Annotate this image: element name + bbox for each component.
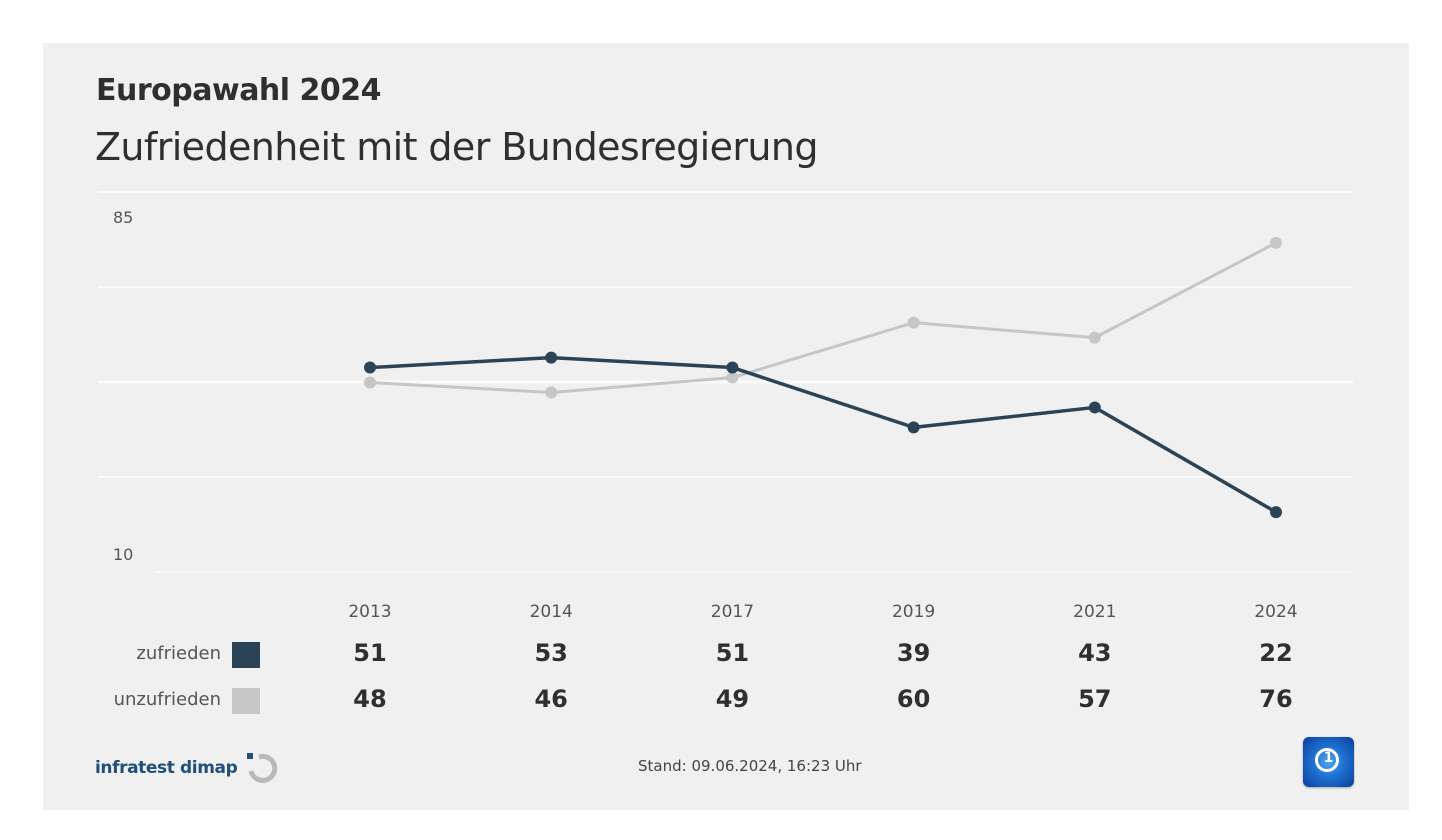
value-zufrieden-2014: 53 [534,639,568,667]
point-zufrieden-2021 [1088,401,1101,414]
legend-swatch-zufrieden [232,642,260,668]
x-label: 2021 [1073,602,1116,622]
point-unzufrieden-2014 [545,386,558,399]
value-unzufrieden-2021: 57 [1078,685,1112,713]
timestamp: Stand: 09.06.2024, 16:23 Uhr [638,757,862,775]
y-tick-top: 85 [113,208,133,227]
infratest-dimap-logo: infratest dimap [95,752,279,784]
x-label: 2013 [348,602,391,622]
value-zufrieden-2013: 51 [353,639,387,667]
stand-label: Stand: [638,757,687,775]
value-unzufrieden-2014: 46 [534,685,568,713]
series-lines [364,236,1282,519]
infratest-dimap-icon [245,751,279,785]
x-label: 2017 [711,602,754,622]
value-unzufrieden-2019: 60 [896,685,931,713]
value-unzufrieden-2013: 48 [353,685,387,713]
chart-kicker: Europawahl 2024 [96,73,382,108]
logo-ring [1315,748,1339,772]
series-zufrieden [364,351,1282,519]
y-tick-bottom: 10 [113,545,133,564]
point-zufrieden-2013 [364,361,376,374]
value-unzufrieden-2024: 76 [1259,685,1293,713]
value-zufrieden-2019: 39 [896,639,931,667]
line-chart: 85 10 2013 2014 2017 2019 2021 2024 [98,191,1353,622]
point-unzufrieden-2019 [907,316,920,329]
x-label: 2014 [530,602,573,622]
point-unzufrieden-2021 [1088,331,1101,344]
gridlines [98,191,1353,573]
stand-value: 09.06.2024, 16:23 Uhr [691,757,862,775]
point-zufrieden-2014 [545,351,558,364]
x-axis-labels: 2013 2014 2017 2019 2021 2024 [348,602,1297,622]
x-label: 2019 [892,602,935,622]
chart-card: Europawahl 2024 Zufriedenheit mit der Bu… [43,43,1409,810]
value-zufrieden-2017: 51 [715,639,750,667]
point-zufrieden-2017 [726,361,739,374]
line-unzufrieden [369,241,1277,394]
chart-title: Zufriedenheit mit der Bundesregierung [95,125,818,169]
x-label: 2024 [1254,602,1297,622]
point-unzufrieden-2017 [726,371,739,384]
legend-swatch-unzufrieden [232,688,260,714]
value-zufrieden-2021: 43 [1078,639,1112,667]
value-unzufrieden-2017: 49 [715,685,750,713]
value-zufrieden-2024: 22 [1259,639,1293,667]
point-zufrieden-2019 [907,421,920,434]
point-unzufrieden-2024 [1270,236,1282,249]
point-unzufrieden-2013 [364,376,376,389]
line-zufrieden [369,355,1277,514]
legend-label-unzufrieden: unzufrieden [113,689,221,710]
legend-label-zufrieden: zufrieden [136,643,221,664]
point-zufrieden-2024 [1270,506,1282,519]
tagesschau-1-icon: 1 [1303,737,1354,787]
series-unzufrieden [364,236,1282,399]
source-label: infratest dimap [95,758,238,778]
